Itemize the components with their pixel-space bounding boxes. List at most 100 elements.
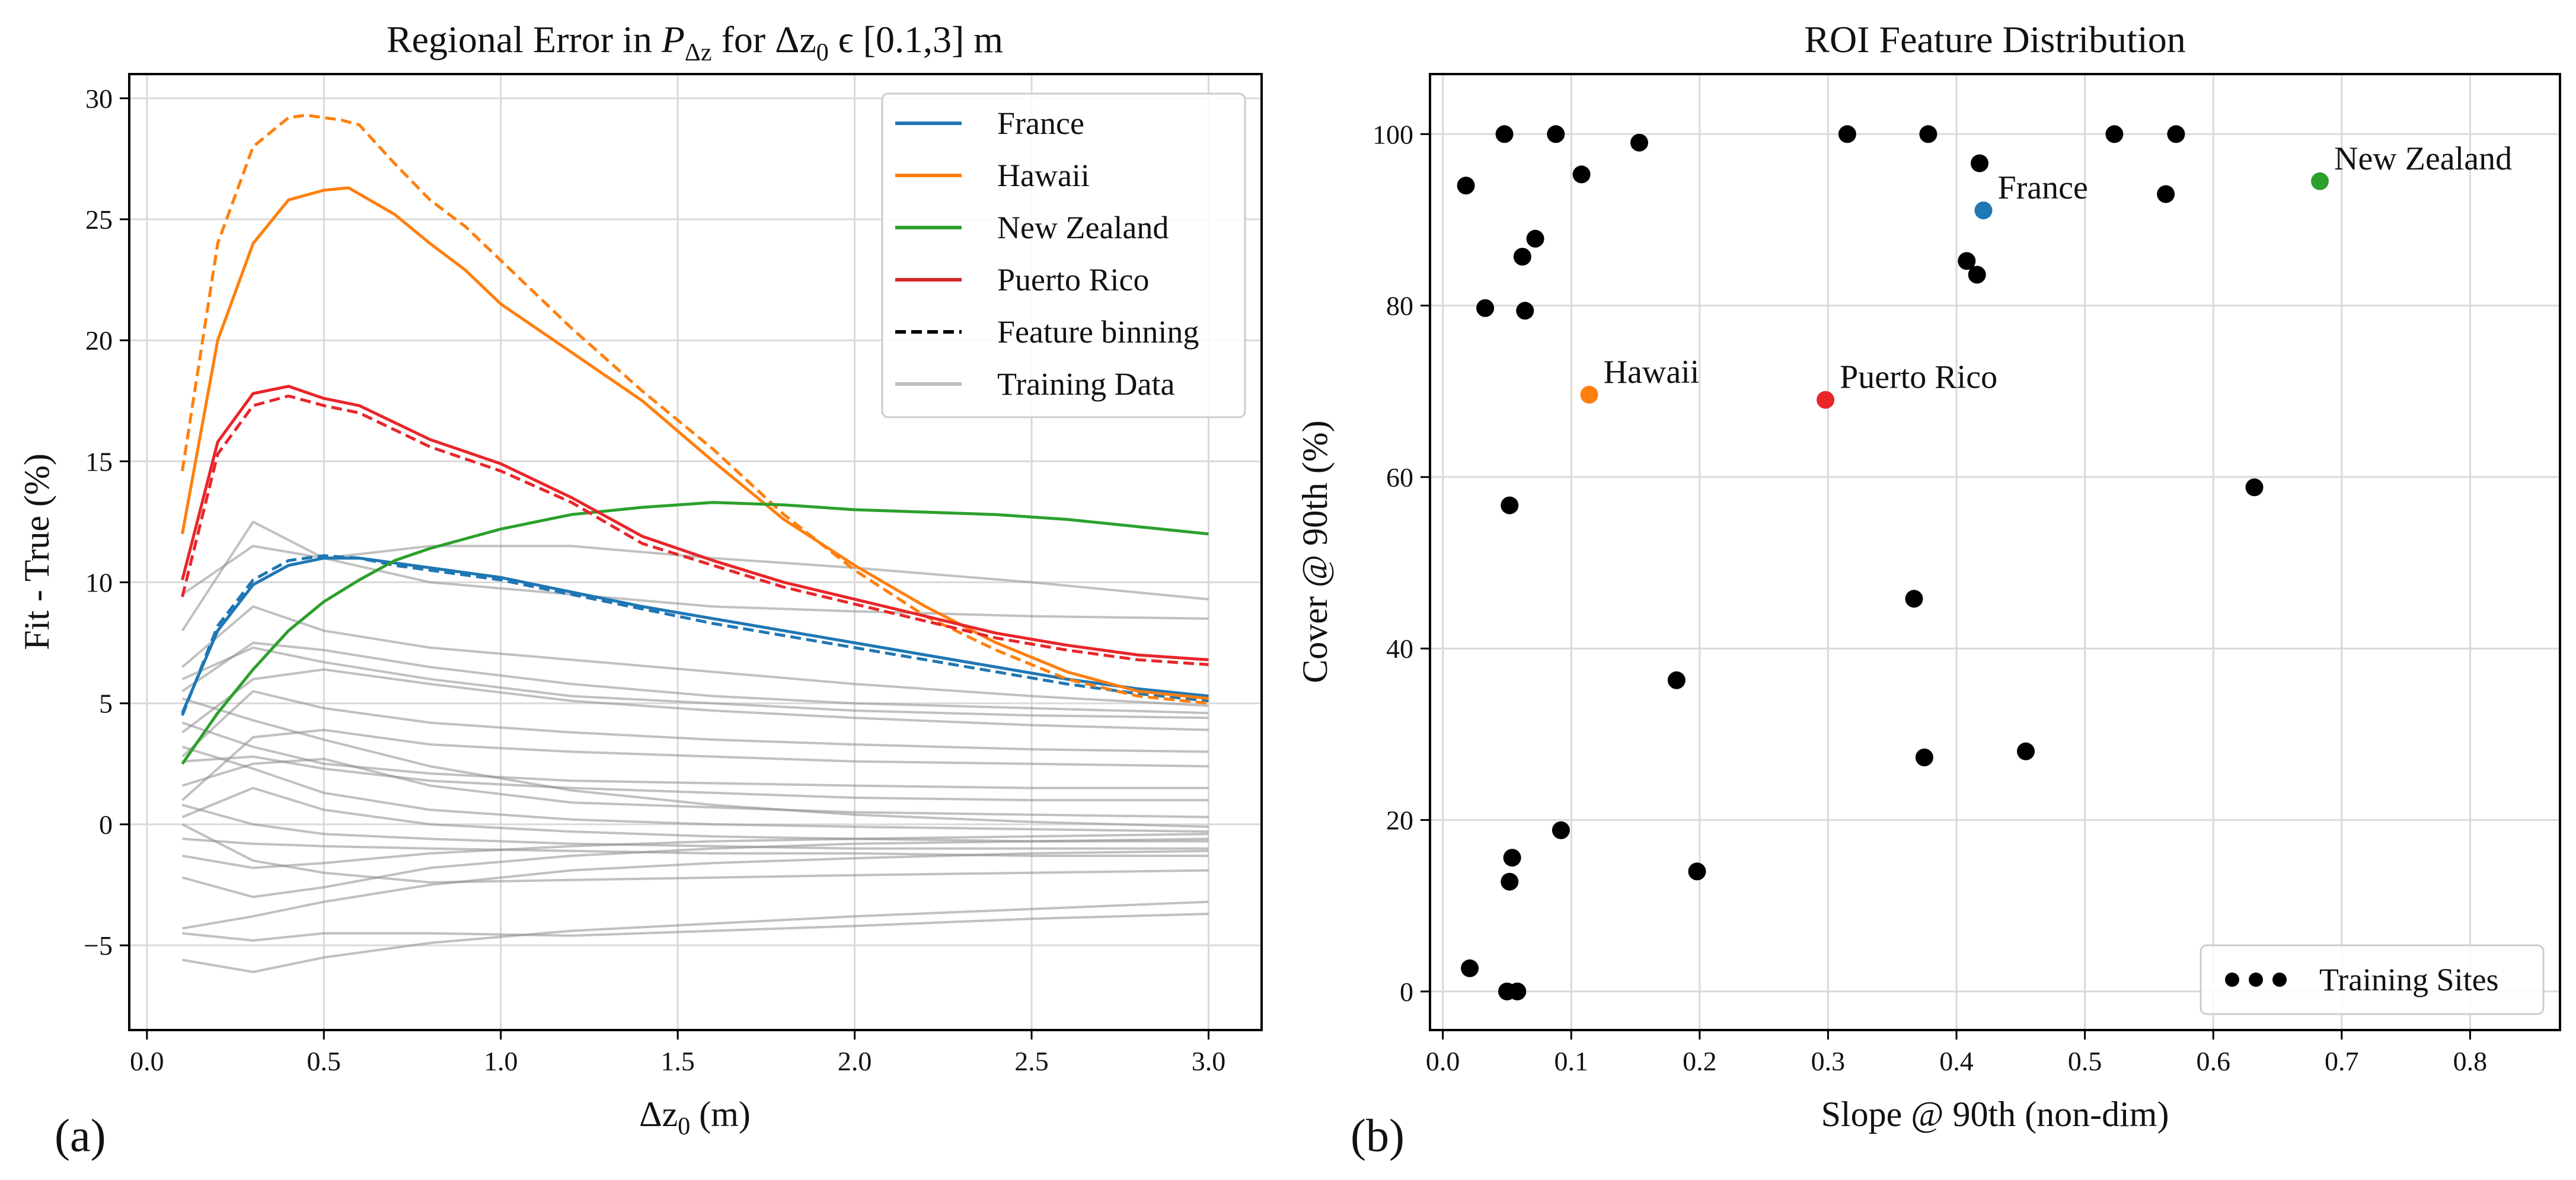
point-label-france: France bbox=[1998, 170, 2088, 206]
x-tick-label: 0.0 bbox=[130, 1046, 164, 1076]
region-series-lines bbox=[181, 113, 1209, 765]
training-site-point bbox=[2245, 478, 2264, 497]
panel-b-title: ROI Feature Distribution bbox=[1804, 18, 2185, 60]
training-site-point bbox=[1501, 496, 1519, 514]
legend-training-sites: Training Sites bbox=[2319, 962, 2499, 997]
series-line-puerto-rico bbox=[181, 385, 1209, 661]
panel-b-legend: Training Sites bbox=[2200, 944, 2545, 1015]
training-data-line bbox=[181, 746, 1209, 833]
panel-a-title: Regional Error in PΔz for Δz0 ϵ [0.1,3] … bbox=[387, 18, 1003, 66]
training-site-point bbox=[1513, 248, 1531, 266]
series-line-france bbox=[181, 557, 1209, 714]
x-tick-label: 0.4 bbox=[1939, 1046, 1974, 1076]
legend-frame bbox=[2200, 944, 2545, 1015]
panel-b-x-ticks: 0.0 0.1 0.2 0.3 0.4 0.5 0.6 0.7 0.8 bbox=[1426, 1030, 2487, 1076]
training-site-point bbox=[1547, 125, 1565, 143]
panel-b-x-axis-title: Slope @ 90th (non-dim) bbox=[1821, 1095, 2169, 1134]
point-label-hawaii: Hawaii bbox=[1604, 354, 1700, 391]
series-line-france-binning bbox=[181, 554, 1209, 717]
training-data-lines bbox=[181, 520, 1209, 973]
legend-label: France bbox=[997, 105, 1084, 141]
training-data-line bbox=[181, 757, 1209, 818]
x-tick-label: 0.7 bbox=[2325, 1046, 2359, 1076]
x-tick-label: 0.0 bbox=[1426, 1046, 1460, 1076]
training-data-line bbox=[181, 837, 1209, 898]
y-tick-label: −5 bbox=[84, 930, 113, 961]
point-label-puerto-rico: Puerto Rico bbox=[1840, 359, 1997, 396]
y-tick-label: 100 bbox=[1372, 119, 1413, 149]
region-points: France Hawaii Puerto Rico New Zealand bbox=[1580, 140, 2512, 409]
x-tick-label: 2.0 bbox=[838, 1046, 872, 1076]
panel-b-label: (b) bbox=[1351, 1109, 1404, 1161]
training-data-line bbox=[181, 786, 1209, 843]
training-data-line bbox=[181, 823, 1209, 884]
panel-a-y-ticks: −5 0 5 10 15 20 25 30 bbox=[84, 84, 129, 961]
training-site-point bbox=[1838, 125, 1856, 143]
panel-a-line-chart: Regional Error in PΔz for Δz0 ϵ [0.1,3] … bbox=[17, 18, 1263, 1161]
legend-marker bbox=[2225, 973, 2239, 987]
legend-label: Hawaii bbox=[997, 158, 1090, 193]
training-site-point bbox=[1667, 671, 1686, 689]
training-site-point bbox=[1526, 229, 1544, 248]
y-tick-label: 80 bbox=[1386, 291, 1413, 321]
y-tick-label: 60 bbox=[1386, 462, 1413, 493]
legend-label: New Zealand bbox=[997, 210, 1169, 245]
training-site-point bbox=[1476, 299, 1495, 317]
panel-a-x-axis-title: Δz0 (m) bbox=[639, 1095, 751, 1140]
training-site-point bbox=[1572, 165, 1591, 184]
training-site-point bbox=[1905, 590, 1923, 608]
y-tick-label: 10 bbox=[85, 568, 113, 598]
training-data-line bbox=[182, 849, 1209, 930]
point-hawaii bbox=[1580, 386, 1598, 404]
training-site-point bbox=[1501, 872, 1519, 891]
y-tick-label: 0 bbox=[1400, 977, 1413, 1007]
x-tick-label: 3.0 bbox=[1192, 1046, 1226, 1076]
x-tick-label: 2.5 bbox=[1014, 1046, 1049, 1076]
y-tick-label: 20 bbox=[1386, 805, 1413, 836]
training-data-line bbox=[182, 833, 1209, 869]
y-tick-label: 40 bbox=[1386, 634, 1413, 664]
point-label-new-zealand: New Zealand bbox=[2334, 140, 2512, 177]
legend-label: Puerto Rico bbox=[997, 262, 1149, 298]
training-site-point bbox=[1516, 302, 1534, 320]
training-data-line bbox=[181, 690, 1209, 758]
training-site-point bbox=[1971, 154, 1988, 172]
training-site-point bbox=[1630, 133, 1648, 152]
training-data-line bbox=[182, 913, 1209, 942]
legend-marker bbox=[2249, 973, 2263, 987]
y-tick-label: 30 bbox=[85, 84, 113, 114]
x-tick-label: 0.2 bbox=[1683, 1046, 1717, 1076]
training-site-point bbox=[1461, 959, 1479, 977]
training-site-point bbox=[2105, 125, 2124, 143]
series-line-new-zealand bbox=[181, 501, 1209, 765]
training-site-points bbox=[1457, 125, 2264, 1000]
panel-b-grid bbox=[1430, 74, 2560, 1030]
training-data-line bbox=[181, 804, 1209, 850]
point-puerto-rico bbox=[1817, 391, 1835, 409]
training-site-point bbox=[1508, 982, 1527, 1000]
training-data-line bbox=[181, 545, 1209, 601]
y-tick-label: 0 bbox=[99, 810, 113, 840]
panel-a-legend: France Hawaii New Zealand Puerto Rico Featur… bbox=[881, 92, 1246, 418]
training-data-line bbox=[181, 697, 1209, 828]
training-data-line bbox=[181, 668, 1209, 734]
training-data-line bbox=[181, 605, 1209, 707]
training-site-point bbox=[1958, 252, 1976, 270]
x-tick-label: 0.6 bbox=[2196, 1046, 2230, 1076]
training-site-point bbox=[1919, 125, 1937, 143]
panel-b-y-ticks: 0 20 40 60 80 100 bbox=[1372, 119, 1430, 1007]
legend-frame bbox=[881, 92, 1246, 418]
training-site-point bbox=[1915, 749, 1933, 766]
series-line-puerto-rico-binning bbox=[181, 394, 1209, 666]
training-data-line bbox=[182, 900, 1209, 973]
series-line-hawaii-binning bbox=[181, 113, 1209, 705]
x-tick-label: 0.8 bbox=[2453, 1046, 2488, 1076]
panel-a-y-axis-title: Fit - True (%) bbox=[17, 453, 56, 650]
training-data-line bbox=[182, 755, 1209, 802]
panel-a-plot-frame bbox=[128, 73, 1263, 1031]
panel-a-label: (a) bbox=[55, 1109, 106, 1161]
x-tick-label: 0.1 bbox=[1554, 1046, 1589, 1076]
legend-label: Training Data bbox=[997, 366, 1175, 402]
training-data-line bbox=[181, 728, 1209, 801]
panel-b-plot-frame bbox=[1429, 73, 2561, 1031]
